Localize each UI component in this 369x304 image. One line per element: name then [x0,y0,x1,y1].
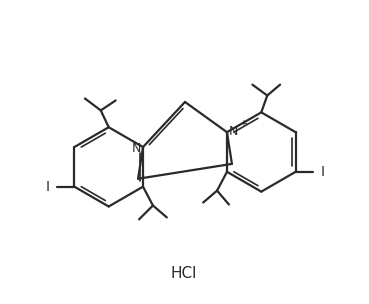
Text: +: + [239,119,247,129]
Text: I: I [46,180,49,194]
Text: I: I [320,165,324,179]
Text: HCl: HCl [171,266,197,282]
Text: N: N [131,142,141,154]
Text: N: N [229,125,239,138]
